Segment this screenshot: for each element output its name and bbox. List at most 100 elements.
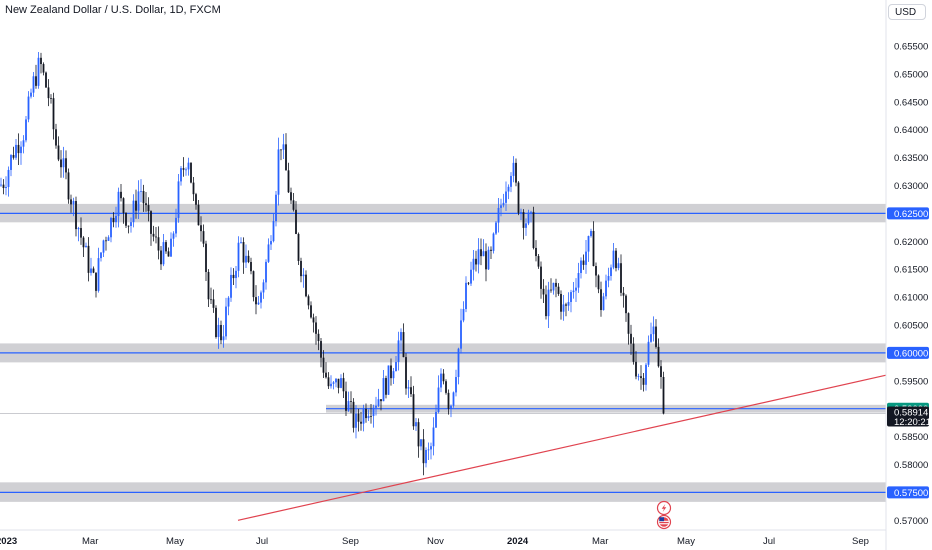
candle-body [625,295,627,314]
x-tick-label: May [677,536,695,547]
candle-body [540,266,542,289]
candle-body [422,439,425,464]
candle-body [57,145,60,160]
y-tick-label: 0.60500 [894,321,928,332]
candle-body [515,162,517,183]
x-tick-label: 2023 [0,536,17,547]
candle-body [337,378,340,388]
candle-body [237,242,240,271]
candle-body [605,280,607,297]
candle-body [215,307,217,337]
candle-body [545,294,547,317]
candle-body [247,255,250,263]
candle-body [147,205,150,212]
candle-body [185,169,187,171]
candle-body [50,98,52,99]
candle-body [555,282,557,287]
candle-body [632,343,635,362]
candle-body [330,383,332,387]
candle-body [595,266,597,276]
candle-body [492,233,495,251]
candle-body [475,258,477,265]
candle-body [15,144,17,158]
candle-body [102,240,105,253]
currency-button[interactable]: USD [888,4,926,20]
candle-body [457,348,460,378]
candle-body [252,271,255,298]
candle-body [155,236,157,238]
candle-body [305,274,307,297]
candle-body [440,373,442,388]
candle-body [375,405,377,408]
candle-body [537,256,540,267]
candle-body [650,334,652,342]
y-tick-label: 0.61000 [894,293,928,304]
candle-body [402,332,405,358]
candle-body [657,346,660,367]
x-tick-label: Nov [427,536,444,547]
candle-body [585,251,587,265]
candle-body [477,249,480,265]
candle-body [445,381,447,393]
candle-body [157,237,160,251]
candle-body [322,357,325,373]
candle-body [505,191,507,203]
candle-body [172,233,175,239]
candle-body [437,387,440,412]
candle-body [500,205,502,208]
candle-body [490,249,492,251]
candle-body [510,175,512,187]
candle-body [412,394,415,427]
candle-body [587,236,590,252]
candle-body [260,292,262,303]
level-price-tag [887,346,929,359]
candle-body [37,57,40,86]
candle-body [130,222,132,226]
candle-body [627,313,630,334]
candle-body [162,242,165,265]
y-tick-label: 0.58000 [894,460,928,471]
candle-body [150,211,152,234]
candle-body [230,274,232,298]
candle-body [362,408,365,424]
candle-body [420,439,422,447]
candle-body [80,228,82,238]
candle-body [512,162,515,176]
candle-body [197,204,200,226]
candle-body [32,76,35,93]
x-tick-label: Sep [342,536,359,547]
candle-body [377,399,380,406]
y-tick-label: 0.58500 [894,432,928,443]
candle-body [345,391,347,411]
candle-body [272,221,275,242]
candle-body [347,401,350,411]
candle-body [352,401,355,428]
candle-body [115,215,117,223]
candle-body [47,87,50,99]
candle-body [520,211,522,213]
candle-body [495,222,497,234]
candle-body [575,287,577,291]
candle-body [67,172,70,200]
x-tick-label: Mar [82,536,98,547]
candle-body [292,200,295,210]
candle-body [40,57,42,65]
y-tick-label: 0.64000 [894,125,928,136]
candle-body [427,449,430,451]
candle-body [615,250,617,269]
candle-body [485,251,487,270]
candle-body [332,382,335,384]
candle-body [257,302,260,305]
candle-body [467,282,470,284]
candle-body [205,243,207,272]
candle-body [2,184,5,189]
candle-body [232,274,235,279]
candle-body [175,217,177,234]
candle-body [140,191,142,192]
candle-body [312,317,315,323]
x-tick-label: Mar [592,536,608,547]
candle-body [452,392,455,406]
price-axis: 0.65500 0.65000 0.64500 0.64000 0.63500 0.630… [894,42,928,527]
candle-body [45,72,47,88]
